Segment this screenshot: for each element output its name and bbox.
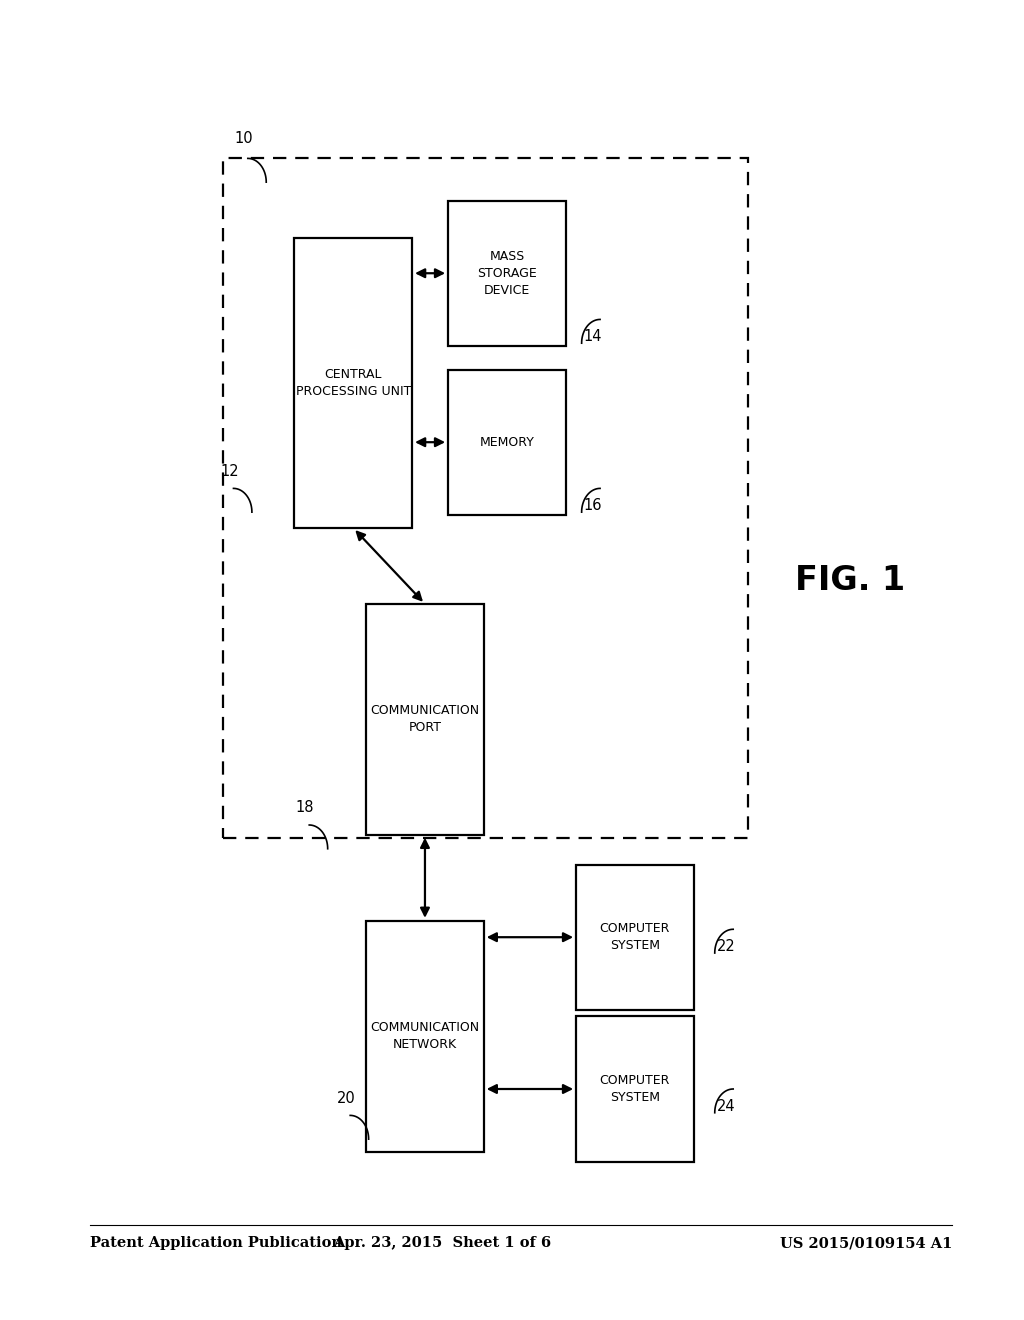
Text: FIG. 1: FIG. 1: [795, 565, 905, 597]
Bar: [449, 370, 565, 515]
Text: 24: 24: [717, 1098, 735, 1114]
Text: 16: 16: [584, 498, 602, 513]
Text: US 2015/0109154 A1: US 2015/0109154 A1: [780, 1237, 952, 1250]
Text: 20: 20: [337, 1090, 355, 1106]
Bar: [367, 605, 483, 834]
Bar: [575, 1016, 694, 1162]
Text: COMPUTER
SYSTEM: COMPUTER SYSTEM: [600, 1074, 670, 1104]
Text: 12: 12: [220, 463, 239, 479]
Text: 18: 18: [296, 800, 314, 816]
Text: 22: 22: [717, 939, 735, 954]
Text: Patent Application Publication: Patent Application Publication: [90, 1237, 342, 1250]
Text: MASS
STORAGE
DEVICE: MASS STORAGE DEVICE: [477, 249, 537, 297]
Text: COMMUNICATION
NETWORK: COMMUNICATION NETWORK: [371, 1022, 479, 1051]
Bar: [367, 921, 483, 1151]
Text: COMPUTER
SYSTEM: COMPUTER SYSTEM: [600, 923, 670, 952]
Text: Apr. 23, 2015  Sheet 1 of 6: Apr. 23, 2015 Sheet 1 of 6: [333, 1237, 552, 1250]
Bar: [449, 201, 565, 346]
Text: 14: 14: [584, 329, 602, 345]
Text: MEMORY: MEMORY: [479, 436, 535, 449]
Text: COMMUNICATION
PORT: COMMUNICATION PORT: [371, 705, 479, 734]
Text: CENTRAL
PROCESSING UNIT: CENTRAL PROCESSING UNIT: [296, 368, 411, 397]
Text: 10: 10: [234, 131, 253, 147]
Bar: [223, 158, 748, 838]
Bar: [575, 865, 694, 1010]
Bar: [295, 238, 412, 528]
